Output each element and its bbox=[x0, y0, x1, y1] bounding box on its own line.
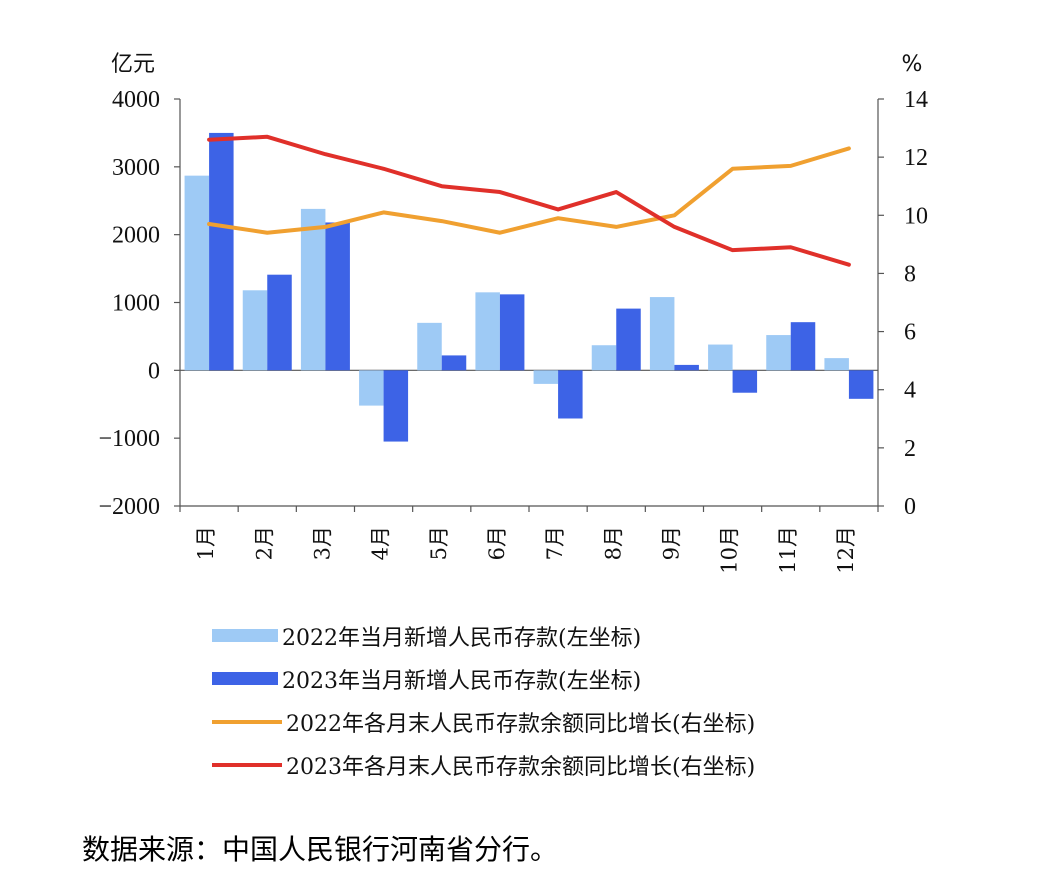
category-label: 6月 bbox=[485, 526, 509, 560]
line-2022 bbox=[207, 146, 851, 235]
left-tick-label: 2000 bbox=[112, 223, 160, 249]
bar-2022 bbox=[417, 322, 442, 371]
left-tick-label: −2000 bbox=[98, 494, 160, 520]
left-tick-label: 4000 bbox=[112, 87, 160, 113]
legend-item-2022-bars: 2022年当月新增人民币存款(左坐标) bbox=[212, 614, 755, 657]
legend-label: 2023年各月末人民币存款余额同比增长(右坐标) bbox=[286, 754, 756, 780]
right-tick-label: 8 bbox=[904, 261, 916, 287]
axes bbox=[174, 98, 884, 512]
bar-2022 bbox=[533, 370, 559, 384]
category-label: 4月 bbox=[369, 526, 393, 560]
legend-swatch-2023-bars bbox=[212, 672, 278, 685]
chart: 4000 3000 2000 1000 0 −1000 −2000 14 12 10 8 6 4 2 0 亿元… bbox=[98, 52, 928, 574]
left-axis-unit: 亿元 bbox=[111, 52, 155, 77]
right-tick-label: 6 bbox=[904, 320, 916, 346]
category-label: 8月 bbox=[601, 526, 625, 560]
bar-2023 bbox=[848, 370, 874, 399]
lines bbox=[207, 134, 851, 267]
right-axis-unit: % bbox=[902, 52, 923, 77]
bar-2022 bbox=[300, 208, 326, 371]
bar-2023 bbox=[558, 370, 583, 419]
bar-2023 bbox=[267, 274, 292, 371]
bar-2023 bbox=[674, 364, 699, 371]
category-label: 9月 bbox=[659, 526, 683, 560]
left-tick-label: 1000 bbox=[112, 291, 160, 317]
category-label: 3月 bbox=[310, 526, 334, 560]
bar-2023 bbox=[499, 294, 525, 371]
legend-label: 2023年当月新增人民币存款(左坐标) bbox=[282, 668, 642, 694]
category-label: 2月 bbox=[252, 526, 276, 560]
legend-swatch-2023-line bbox=[212, 762, 282, 767]
right-tick-label: 0 bbox=[904, 494, 916, 520]
legend-item-2022-line: 2022年各月末人民币存款余额同比增长(右坐标) bbox=[212, 700, 755, 743]
bar-2022 bbox=[649, 297, 675, 371]
left-tick-label: 3000 bbox=[112, 155, 160, 181]
legend-item-2023-bars: 2023年当月新增人民币存款(左坐标) bbox=[212, 657, 755, 700]
left-tick-label: −1000 bbox=[98, 426, 160, 452]
bar-2023 bbox=[616, 308, 641, 371]
bar-2023 bbox=[732, 370, 758, 393]
category-label: 7月 bbox=[543, 526, 567, 560]
line-2023 bbox=[207, 134, 851, 267]
bar-2023 bbox=[441, 355, 467, 371]
category-label: 10月 bbox=[718, 526, 742, 574]
legend: 2022年当月新增人民币存款(左坐标) 2023年当月新增人民币存款(左坐标) … bbox=[212, 614, 755, 786]
bar-2023 bbox=[209, 132, 234, 371]
bar-2023 bbox=[383, 370, 409, 442]
legend-swatch-2022-bars bbox=[212, 629, 278, 642]
bar-2022 bbox=[359, 370, 384, 406]
category-label: 12月 bbox=[834, 526, 858, 574]
bar-2023 bbox=[325, 222, 350, 371]
legend-label: 2022年各月末人民币存款余额同比增长(右坐标) bbox=[286, 711, 756, 737]
bar-2022 bbox=[824, 358, 849, 371]
labels: 4000 3000 2000 1000 0 −1000 −2000 14 12 10 8 6 4 2 0 亿元… bbox=[98, 52, 928, 574]
bar-2023 bbox=[790, 322, 816, 371]
legend-item-2023-line: 2023年各月末人民币存款余额同比增长(右坐标) bbox=[212, 743, 755, 786]
bar-2022 bbox=[708, 344, 733, 371]
category-label: 11月 bbox=[776, 526, 800, 574]
legend-label: 2022年当月新增人民币存款(左坐标) bbox=[282, 625, 642, 651]
right-tick-label: 4 bbox=[904, 378, 916, 404]
bar-2022 bbox=[475, 292, 500, 371]
bar-2022 bbox=[591, 345, 617, 371]
right-tick-label: 14 bbox=[904, 87, 928, 113]
bar-2022 bbox=[766, 335, 791, 371]
right-tick-label: 10 bbox=[904, 203, 928, 229]
category-label: 5月 bbox=[427, 526, 451, 560]
legend-swatch-2022-line bbox=[212, 719, 282, 724]
bars bbox=[184, 132, 874, 442]
source-note: 数据来源：中国人民银行河南省分行。 bbox=[82, 833, 559, 866]
left-tick-label: 0 bbox=[148, 358, 160, 384]
right-tick-label: 12 bbox=[904, 145, 928, 171]
bar-2022 bbox=[184, 175, 210, 371]
right-tick-label: 2 bbox=[904, 436, 916, 462]
bar-2022 bbox=[242, 290, 268, 371]
category-label: 1月 bbox=[194, 526, 218, 560]
